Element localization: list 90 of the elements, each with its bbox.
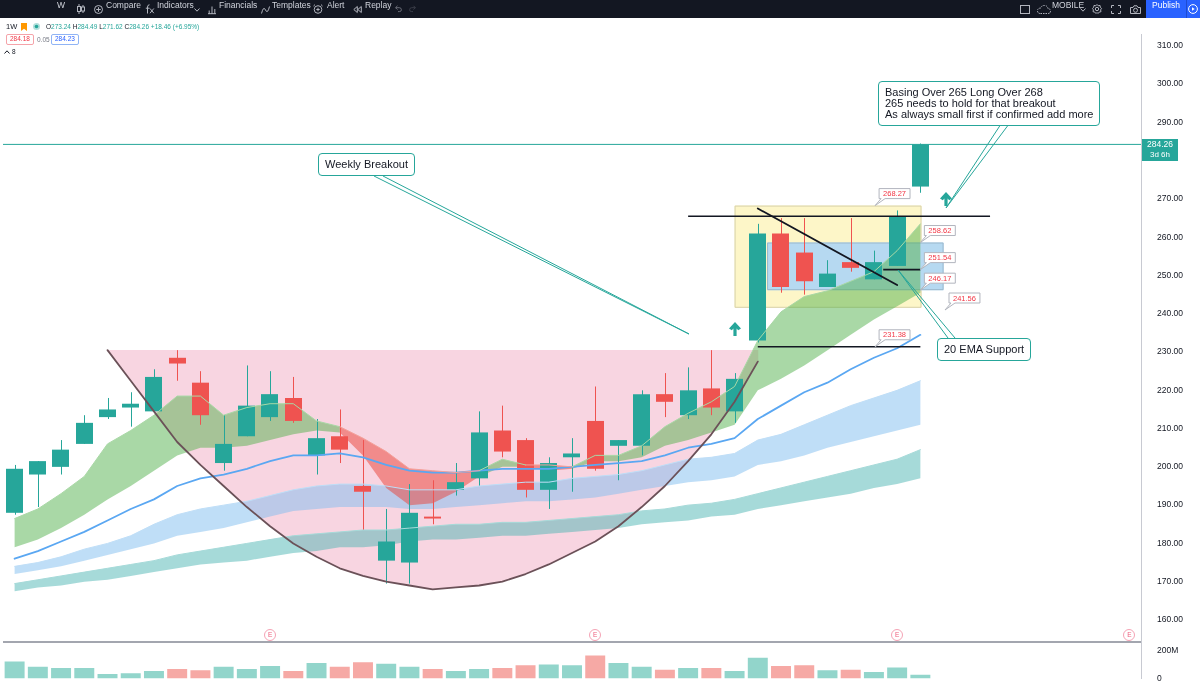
y-tick-label: 310.00 bbox=[1157, 40, 1184, 51]
bar bbox=[771, 666, 792, 679]
y-tick-label: 160.00 bbox=[1157, 614, 1184, 625]
text: Replay bbox=[365, 0, 392, 12]
countdown-box: 3d 6h bbox=[1142, 149, 1178, 161]
candlestick bbox=[842, 217, 859, 273]
bar bbox=[562, 665, 582, 679]
candlestick bbox=[819, 259, 836, 288]
bar bbox=[167, 668, 188, 679]
y-tick-label: 270.00 bbox=[1157, 193, 1184, 204]
text: Templates bbox=[272, 0, 311, 12]
y-tick-label: 170.00 bbox=[1157, 576, 1184, 587]
bar bbox=[445, 671, 466, 679]
candlestick bbox=[308, 418, 325, 476]
bar bbox=[283, 671, 304, 679]
candlestick bbox=[656, 372, 673, 418]
y-tick-label: 210.00 bbox=[1157, 422, 1184, 433]
bar bbox=[376, 663, 397, 679]
bar bbox=[329, 666, 350, 679]
text: W bbox=[57, 0, 66, 12]
bar bbox=[515, 665, 536, 679]
bar bbox=[352, 662, 373, 679]
bar bbox=[538, 664, 559, 679]
bar bbox=[422, 668, 443, 679]
bar bbox=[492, 668, 513, 679]
text: Compare bbox=[106, 0, 141, 12]
bar bbox=[840, 669, 861, 679]
bar bbox=[724, 671, 745, 679]
candlestick bbox=[52, 439, 69, 476]
bar bbox=[608, 663, 629, 679]
bar bbox=[51, 668, 72, 679]
candlestick bbox=[169, 349, 186, 382]
candlestick bbox=[424, 479, 441, 525]
bar bbox=[817, 670, 838, 679]
bar bbox=[654, 669, 675, 679]
bar bbox=[469, 668, 490, 679]
bar bbox=[678, 668, 699, 679]
y-tick-label: 290.00 bbox=[1157, 116, 1184, 127]
candlestick bbox=[703, 349, 720, 416]
bar bbox=[863, 671, 884, 679]
callout-box: Weekly Breakout bbox=[318, 153, 415, 176]
bar bbox=[399, 666, 420, 679]
y-tick-label: 250.00 bbox=[1157, 269, 1184, 280]
text: MOBILE bbox=[1052, 0, 1085, 12]
ref-line-label: 284.26 bbox=[1147, 139, 1174, 150]
bar bbox=[143, 671, 164, 679]
bar bbox=[887, 667, 908, 679]
text: Alert bbox=[327, 0, 345, 12]
bar bbox=[306, 663, 327, 679]
bar bbox=[120, 673, 141, 679]
y-tick-label: 200M bbox=[1157, 644, 1179, 655]
bar bbox=[4, 661, 25, 679]
callout-box: Basing Over 265 Long Over 268 265 needs to hold for that breakout As always small first if confirmed add more bbox=[878, 81, 1101, 126]
candlestick bbox=[285, 376, 302, 424]
candlestick bbox=[378, 508, 395, 585]
y-tick-label: 190.00 bbox=[1157, 499, 1184, 510]
y-tick-label: 300.00 bbox=[1157, 78, 1184, 89]
y-tick-label: 240.00 bbox=[1157, 308, 1184, 319]
candlestick bbox=[494, 405, 511, 458]
bar bbox=[794, 665, 815, 679]
candlestick bbox=[99, 397, 116, 420]
bar bbox=[74, 668, 95, 679]
bar bbox=[585, 655, 606, 679]
candlestick bbox=[76, 414, 93, 445]
bar bbox=[213, 666, 234, 679]
candlestick bbox=[354, 439, 371, 531]
y-tick-label: 200.00 bbox=[1157, 461, 1184, 472]
candlestick bbox=[610, 439, 627, 481]
bar bbox=[701, 668, 722, 679]
candlestick bbox=[331, 408, 348, 464]
y-tick-label: 180.00 bbox=[1157, 537, 1184, 548]
candlestick bbox=[215, 414, 232, 472]
candlestick bbox=[261, 370, 278, 422]
bar bbox=[747, 657, 768, 679]
text: Indicators bbox=[157, 0, 194, 12]
y-tick-label: 260.00 bbox=[1157, 231, 1184, 242]
candlestick bbox=[122, 391, 139, 428]
bar bbox=[260, 666, 281, 679]
candlestick bbox=[29, 460, 46, 508]
bar bbox=[27, 666, 48, 679]
y-tick-label: 220.00 bbox=[1157, 384, 1184, 395]
text: Financials bbox=[219, 0, 258, 12]
candlestick bbox=[563, 437, 580, 493]
callout-box: 20 EMA Support bbox=[937, 338, 1032, 361]
y-tick-label: 230.00 bbox=[1157, 346, 1184, 357]
bar bbox=[236, 668, 257, 679]
button: Publish bbox=[1146, 0, 1186, 18]
bar bbox=[631, 666, 652, 679]
y-tick-label: 0 bbox=[1157, 672, 1162, 683]
bar bbox=[190, 670, 211, 679]
